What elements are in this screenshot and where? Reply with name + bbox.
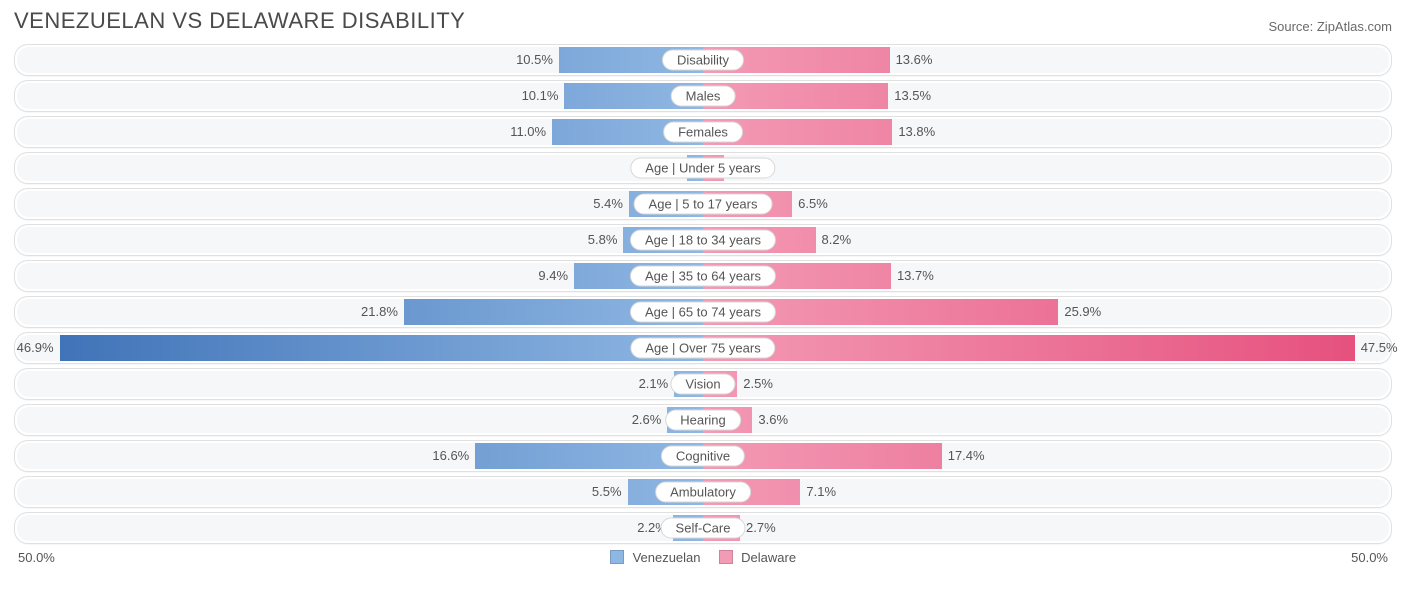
chart-header: VENEZUELAN VS DELAWARE DISABILITY Source… (0, 0, 1406, 38)
value-left: 2.1% (639, 371, 669, 397)
category-pill: Age | 65 to 74 years (630, 302, 776, 323)
bar-track: 1.2%1.5%Age | Under 5 years (17, 155, 1389, 181)
category-pill: Vision (670, 374, 735, 395)
value-left: 16.6% (432, 443, 469, 469)
bar-track: 16.6% 17.4% Cognitive (17, 443, 1389, 469)
category-pill: Males (671, 86, 736, 107)
bar-row: 5.8% 8.2% Age | 18 to 34 years (14, 224, 1392, 256)
bar-track: 5.8% 8.2% Age | 18 to 34 years (17, 227, 1389, 253)
category-pill: Age | 5 to 17 years (634, 194, 773, 215)
category-pill: Age | Under 5 years (630, 158, 775, 179)
category-pill: Age | 18 to 34 years (630, 230, 776, 251)
bar-row: 2.6% 3.6% Hearing (14, 404, 1392, 436)
diverging-bar-chart: 10.5% 13.6% Disability 10.1% 13.5% Males 11.0%… (0, 38, 1406, 544)
value-left: 5.4% (593, 191, 623, 217)
legend-swatch-venezuelan (610, 550, 624, 564)
bar-row: 5.5% 7.1% Ambulatory (14, 476, 1392, 508)
bar-track: 10.1% 13.5% Males (17, 83, 1389, 109)
value-left: 5.5% (592, 479, 622, 505)
category-pill: Age | 35 to 64 years (630, 266, 776, 287)
category-pill: Disability (662, 50, 744, 71)
bar-track: 2.1% 2.5% Vision (17, 371, 1389, 397)
bar-row: 2.2%2.7%Self-Care (14, 512, 1392, 544)
value-left: 9.4% (538, 263, 568, 289)
value-left: 11.0% (510, 119, 546, 145)
chart-title: VENEZUELAN VS DELAWARE DISABILITY (14, 8, 465, 34)
bar-row: 16.6% 17.4% Cognitive (14, 440, 1392, 472)
bar-row: 2.1% 2.5% Vision (14, 368, 1392, 400)
value-right: 8.2% (822, 227, 852, 253)
value-right: 2.5% (743, 371, 773, 397)
category-pill: Ambulatory (655, 482, 751, 503)
value-right: 3.6% (758, 407, 788, 433)
value-left: 46.9% (17, 335, 54, 361)
bar-row: 5.4% 6.5% Age | 5 to 17 years (14, 188, 1392, 220)
legend: Venezuelan Delaware (610, 550, 796, 565)
bar-track: 9.4% 13.7% Age | 35 to 64 years (17, 263, 1389, 289)
axis-right-max: 50.0% (1351, 550, 1388, 565)
value-right: 13.5% (894, 83, 931, 109)
value-right: 2.7% (746, 515, 776, 541)
bar-right (703, 335, 1355, 361)
axis-left-max: 50.0% (18, 550, 55, 565)
value-right: 13.7% (897, 263, 934, 289)
bar-track: 5.5% 7.1% Ambulatory (17, 479, 1389, 505)
bar-row: 9.4% 13.7% Age | 35 to 64 years (14, 260, 1392, 292)
value-left: 2.6% (632, 407, 662, 433)
bar-track: 21.8% 25.9% Age | 65 to 74 years (17, 299, 1389, 325)
bar-row: 1.2%1.5%Age | Under 5 years (14, 152, 1392, 184)
value-right: 6.5% (798, 191, 828, 217)
value-right: 17.4% (948, 443, 985, 469)
legend-swatch-delaware (719, 550, 733, 564)
value-left: 21.8% (361, 299, 398, 325)
category-pill: Age | Over 75 years (630, 338, 775, 359)
legend-item-delaware: Delaware (719, 550, 797, 565)
category-pill: Hearing (665, 410, 741, 431)
value-right: 25.9% (1064, 299, 1101, 325)
bar-row: 11.0% 13.8% Females (14, 116, 1392, 148)
value-left: 10.5% (516, 47, 553, 73)
bar-track: 46.9%47.5%Age | Over 75 years (17, 335, 1389, 361)
bar-track: 2.6% 3.6% Hearing (17, 407, 1389, 433)
legend-label-venezuelan: Venezuelan (633, 550, 701, 565)
bar-row: 46.9%47.5%Age | Over 75 years (14, 332, 1392, 364)
value-right: 13.6% (896, 47, 933, 73)
category-pill: Females (663, 122, 743, 143)
category-pill: Self-Care (661, 518, 746, 539)
bar-track: 11.0% 13.8% Females (17, 119, 1389, 145)
category-pill: Cognitive (661, 446, 745, 467)
bar-track: 10.5% 13.6% Disability (17, 47, 1389, 73)
bar-track: 5.4% 6.5% Age | 5 to 17 years (17, 191, 1389, 217)
value-right: 7.1% (806, 479, 836, 505)
value-right: 13.8% (898, 119, 935, 145)
chart-footer: 50.0% Venezuelan Delaware 50.0% (0, 548, 1406, 575)
value-left: 10.1% (522, 83, 559, 109)
chart-source: Source: ZipAtlas.com (1268, 19, 1392, 34)
legend-label-delaware: Delaware (741, 550, 796, 565)
legend-item-venezuelan: Venezuelan (610, 550, 701, 565)
bar-row: 10.1% 13.5% Males (14, 80, 1392, 112)
bar-row: 21.8% 25.9% Age | 65 to 74 years (14, 296, 1392, 328)
value-right: 47.5% (1361, 335, 1398, 361)
bar-track: 2.2%2.7%Self-Care (17, 515, 1389, 541)
value-left: 5.8% (588, 227, 618, 253)
bar-row: 10.5% 13.6% Disability (14, 44, 1392, 76)
bar-left (60, 335, 703, 361)
